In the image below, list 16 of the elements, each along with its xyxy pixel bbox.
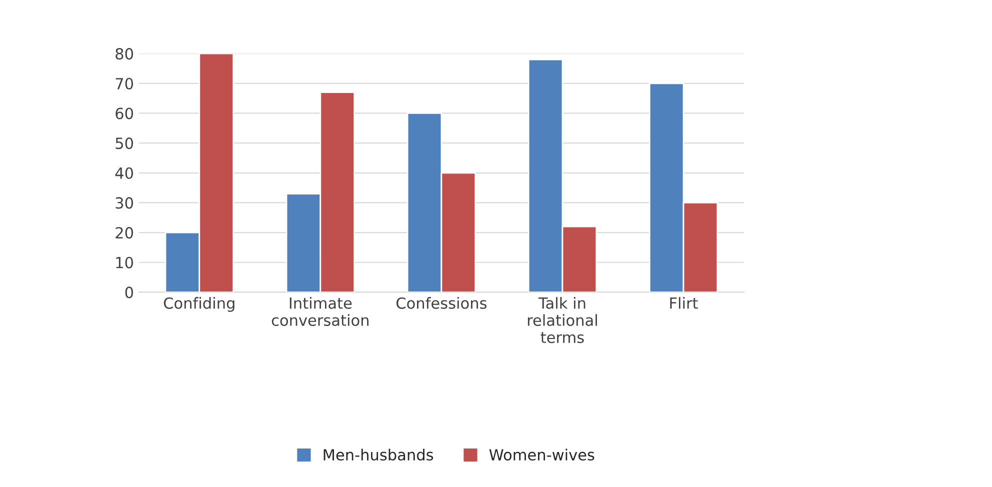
y-tick-label: 80 <box>116 48 134 60</box>
x-tick-label: Flirt <box>670 297 698 309</box>
x-tick-label: Confessions <box>396 297 487 309</box>
y-tick-label: 70 <box>116 78 134 90</box>
y-tick-label: 10 <box>116 256 134 268</box>
x-tick-label: Talk in relational terms <box>528 297 597 344</box>
x-tick-label: Confiding <box>164 297 234 312</box>
y-tick-label: 0 <box>125 286 134 298</box>
y-tick-label: 20 <box>116 227 134 239</box>
y-tick-label: 50 <box>116 138 134 150</box>
y-tick-label: 60 <box>116 108 134 120</box>
x-tick-label: Intimate conversation <box>272 297 368 326</box>
y-tick-label: 30 <box>116 197 134 209</box>
legend-label: Women-wives <box>489 448 594 461</box>
y-tick-label: 40 <box>115 167 134 179</box>
legend-label: Men-husbands <box>324 448 434 461</box>
